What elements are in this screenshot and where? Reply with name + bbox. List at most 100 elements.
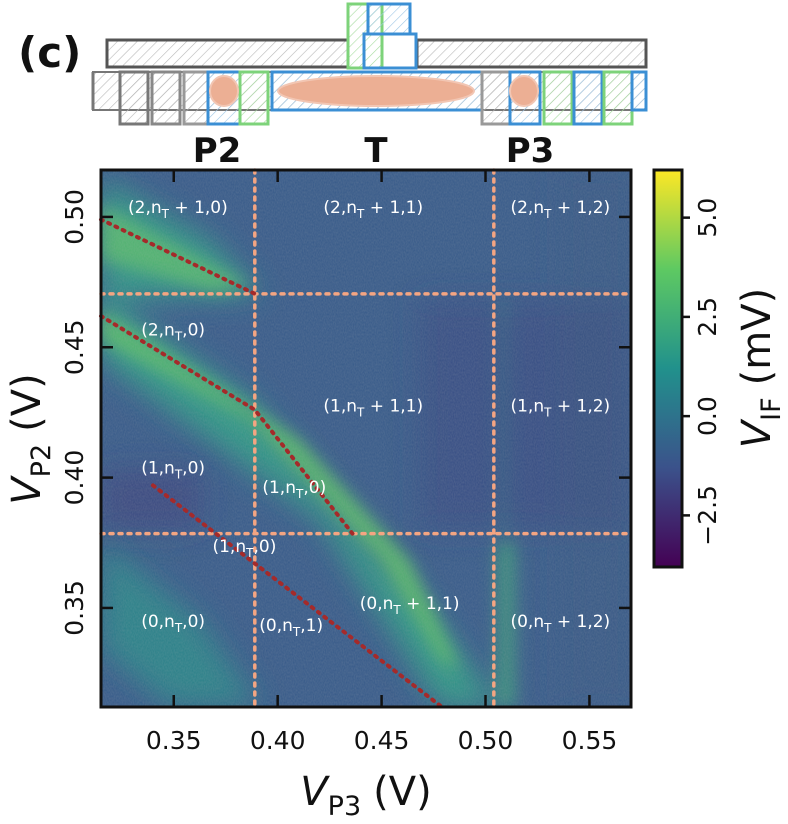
y-tick-label: 0.35 xyxy=(60,580,89,636)
region-label: (0,nT,0) xyxy=(141,612,205,635)
region-label: (0,nT + 1,1) xyxy=(360,594,460,617)
x-axis-label-symbol: V xyxy=(300,769,330,815)
y-tick-label: 0.50 xyxy=(60,189,89,245)
region-label-main: (2,n xyxy=(323,198,357,218)
region-label-rest: ,0) xyxy=(303,478,326,498)
region-label-main: (2,n xyxy=(510,198,544,218)
transition-line xyxy=(99,217,257,296)
x-axis-label-subscript: P3 xyxy=(328,791,361,822)
colorbar-label: VIF (mV) xyxy=(734,288,787,448)
x-tick-label: 0.35 xyxy=(146,726,202,755)
dot-p3 xyxy=(509,75,539,107)
region-label-rest: ,0) xyxy=(253,537,276,557)
region-label-rest: + 1,1) xyxy=(364,198,423,218)
y-axis-label: VP2 (V) xyxy=(4,373,57,504)
gate-label-p3: P3 xyxy=(506,131,555,171)
region-label-main: (0,n xyxy=(360,594,394,614)
region-label-subscript: T xyxy=(356,207,365,221)
region-label-main: (2,n xyxy=(141,321,175,341)
gate-left-2 xyxy=(150,70,182,126)
dot-t xyxy=(277,75,475,107)
region-label-subscript: T xyxy=(161,207,170,221)
region-label-rest: + 1,2) xyxy=(551,198,610,218)
guide-lines xyxy=(99,168,633,709)
region-label-rest: ,0) xyxy=(182,321,205,341)
region-label-main: (2,n xyxy=(128,198,162,218)
gate-label-t: T xyxy=(364,131,388,171)
region-label: (2,nT,0) xyxy=(141,321,205,344)
region-label-main: (1,n xyxy=(141,459,175,479)
region-label: (2,nT + 1,1) xyxy=(323,198,423,221)
region-label-subscript: T xyxy=(543,207,552,221)
x-axis-ticks: 0.35 0.40 0.45 0.50 0.55 xyxy=(146,170,617,755)
gate-right-blue-4 xyxy=(630,70,648,112)
y-axis-label-unit: (V) xyxy=(4,373,50,432)
region-label: (1,nT + 1,1) xyxy=(323,396,423,419)
gate-right-0 xyxy=(480,70,512,126)
region-label: (2,nT + 1,0) xyxy=(128,198,228,221)
region-label-subscript: T xyxy=(292,625,301,639)
x-tick-label: 0.40 xyxy=(250,726,306,755)
colorbar-tick-label: 0.0 xyxy=(693,396,722,436)
colorbar-label-unit: (mV) xyxy=(734,288,780,386)
region-label: (1,nT,0) xyxy=(141,459,205,482)
region-label: (1,nT + 1,2) xyxy=(510,396,610,419)
plot-frame xyxy=(99,168,633,709)
region-label-subscript: T xyxy=(543,621,552,635)
region-label-subscript: T xyxy=(174,330,183,344)
region-label-main: (0,n xyxy=(259,616,293,636)
region-label-subscript: T xyxy=(295,487,304,501)
x-tick-label: 0.50 xyxy=(458,726,514,755)
upper-gate-left xyxy=(105,38,350,69)
heatmap-image xyxy=(101,170,631,707)
y-axis-label-subscript: P2 xyxy=(26,444,57,477)
region-label: (0,nT + 1,2) xyxy=(510,612,610,635)
region-label-main: (0,n xyxy=(510,612,544,632)
x-tick-label: 0.55 xyxy=(562,726,618,755)
gate-right-green-1 xyxy=(542,70,574,126)
region-label-subscript: T xyxy=(174,468,183,482)
region-label: (1,nT,0) xyxy=(212,537,276,560)
region-labels: (2,nT + 1,0) (2,nT + 1,1) (2,nT + 1,2)(2,n… xyxy=(128,198,610,639)
gate-right-blue-2 xyxy=(572,70,604,126)
gate-p2-green xyxy=(238,70,270,126)
top-blue-gate-stem xyxy=(362,32,418,70)
y-tick-label: 0.45 xyxy=(60,319,89,375)
region-label-main: (1,n xyxy=(262,478,296,498)
colorbar-ticks: −2.5 0.0 2.5 5.0 xyxy=(682,198,722,546)
gate-left-3 xyxy=(182,70,210,126)
region-label-subscript: T xyxy=(543,405,552,419)
region-label-subscript: T xyxy=(174,621,183,635)
region-label-rest: + 1,0) xyxy=(169,198,228,218)
region-label: (2,nT + 1,2) xyxy=(510,198,610,221)
gate-label-p2: P2 xyxy=(193,131,242,171)
region-label-subscript: T xyxy=(356,405,365,419)
colorbar-tick-label: 2.5 xyxy=(693,297,722,337)
x-axis-label-unit: (V) xyxy=(373,769,432,815)
upper-gate-right xyxy=(415,38,648,69)
colorbar-tick-label: 5.0 xyxy=(693,198,722,238)
panel-label: (c) xyxy=(18,28,81,77)
device-schematic: (c) P2 T P3 xyxy=(18,2,648,171)
colorbar-tick-label: −2.5 xyxy=(693,485,722,546)
colorbar: −2.5 0.0 2.5 5.0 VIF (mV) xyxy=(652,168,787,569)
region-label-rest: + 1,1) xyxy=(364,396,423,416)
region-label-subscript: T xyxy=(245,546,254,560)
region-label: (0,nT,1) xyxy=(259,616,323,639)
colorbar-label-symbol: V xyxy=(734,418,780,448)
x-axis-label: VP3 (V) xyxy=(300,769,431,822)
gate-right-green-3 xyxy=(602,70,634,126)
region-label-rest: + 1,2) xyxy=(551,396,610,416)
heatmap-plot: (2,nT + 1,0) (2,nT + 1,1) (2,nT + 1,2)(2,n… xyxy=(4,168,633,822)
region-label-main: (1,n xyxy=(323,396,357,416)
region-label-main: (1,n xyxy=(510,396,544,416)
y-axis-ticks: 0.35 0.40 0.45 0.50 xyxy=(60,189,631,636)
colorbar-label-subscript: IF xyxy=(756,397,787,421)
dot-p2 xyxy=(209,75,239,107)
region-label-rest: + 1,1) xyxy=(401,594,460,614)
top-blue-gate xyxy=(366,2,412,36)
region-label-main: (0,n xyxy=(141,612,175,632)
y-axis-label-symbol: V xyxy=(4,475,50,505)
transition-lines xyxy=(99,217,444,709)
